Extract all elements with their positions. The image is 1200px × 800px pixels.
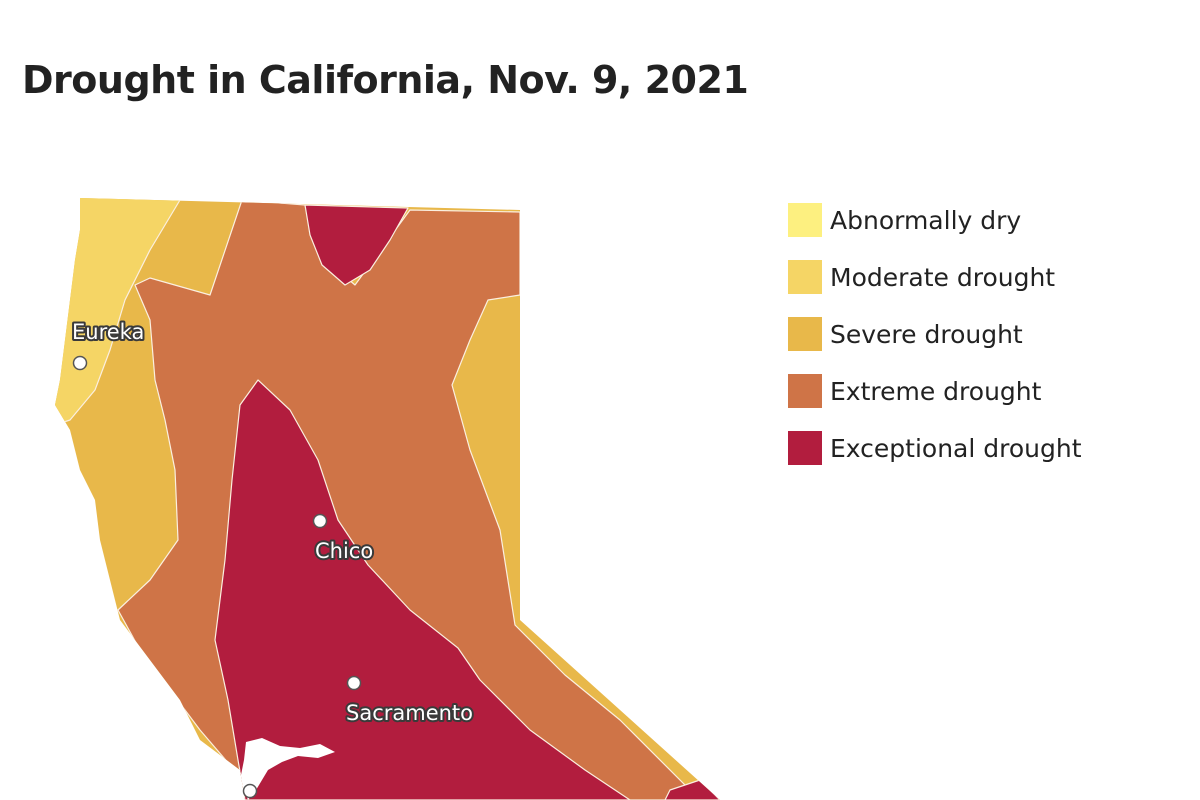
legend-item-exceptional-drought: Exceptional drought: [788, 430, 1082, 466]
legend-swatch-moderate-drought: [788, 260, 822, 294]
city-label-sacramento: Sacramento: [346, 701, 473, 725]
legend-swatch-severe-drought: [788, 317, 822, 351]
city-marker-eureka: [72, 355, 88, 371]
city-eureka: Eureka: [70, 318, 146, 371]
city-marker-chico: [312, 513, 328, 529]
legend-swatch-exceptional-drought: [788, 431, 822, 465]
legend-item-severe-drought: Severe drought: [788, 316, 1082, 352]
legend-item-moderate-drought: Moderate drought: [788, 259, 1082, 295]
legend-swatch-abnormally-dry: [788, 203, 822, 237]
region-exceptional-drought-north: [304, 204, 409, 286]
page-title: Drought in California, Nov. 9, 2021: [22, 58, 749, 102]
region-exceptional-drought-valley: [214, 379, 631, 800]
legend: Abnormally dry Moderate drought Severe d…: [788, 202, 1082, 487]
legend-swatch-extreme-drought: [788, 374, 822, 408]
legend-label-extreme-drought: Extreme drought: [830, 376, 1042, 406]
legend-label-moderate-drought: Moderate drought: [830, 262, 1056, 292]
city-label-chico: Chico: [315, 539, 373, 563]
legend-label-severe-drought: Severe drought: [830, 319, 1023, 349]
legend-label-abnormally-dry: Abnormally dry: [830, 205, 1022, 235]
legend-item-abnormally-dry: Abnormally dry: [788, 202, 1082, 238]
city-marker-sacramento: [346, 675, 362, 691]
region-exceptional-drought-southeast: [664, 779, 720, 800]
city-marker-san-francisco: [242, 783, 258, 799]
san-francisco-bay: [240, 738, 335, 800]
legend-item-extreme-drought: Extreme drought: [788, 373, 1082, 409]
city-label-eureka: Eureka: [72, 320, 144, 344]
city-sacramento: Sacramento: [344, 675, 475, 727]
legend-label-exceptional-drought: Exceptional drought: [830, 433, 1082, 463]
city-chico: Chico: [312, 513, 375, 565]
